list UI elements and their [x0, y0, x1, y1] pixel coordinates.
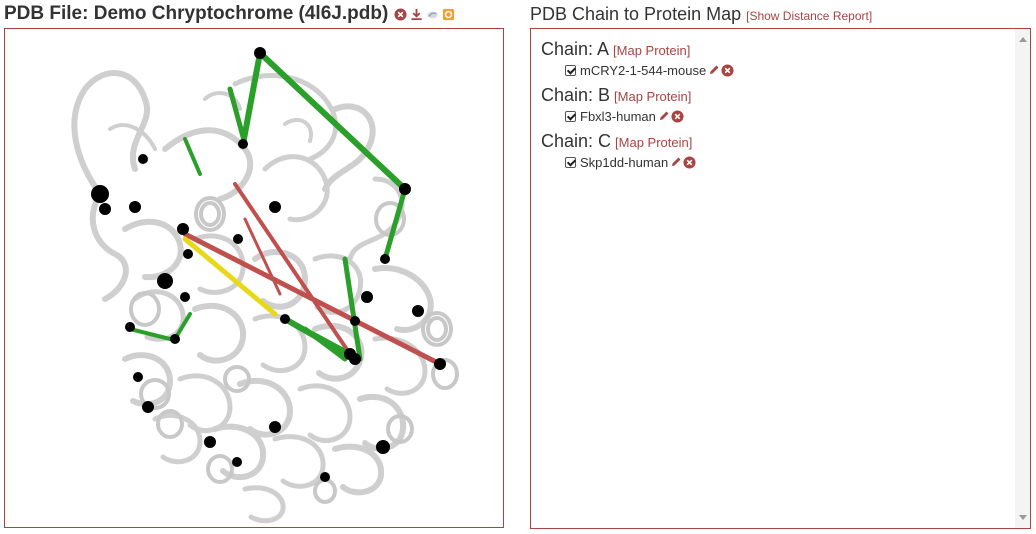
crosslink-red [233, 182, 352, 356]
chain-list: Chain: A [Map Protein] mCRY2-1-544-mouse… [541, 39, 734, 177]
remove-icon[interactable] [394, 7, 407, 21]
download-icon[interactable] [410, 8, 423, 21]
remove-icon[interactable] [671, 109, 684, 123]
scroll-down-icon[interactable] [1019, 515, 1027, 520]
pdb-file-title-bar: PDB File: Demo Chryptochrome (4l6J.pdb) [4, 3, 455, 25]
chain-label: Chain: B [541, 85, 611, 105]
settings-icon[interactable] [442, 8, 455, 21]
remove-icon[interactable] [721, 63, 734, 77]
protein-name: mCRY2-1-544-mouse [580, 62, 707, 78]
map-protein-link[interactable]: [Map Protein] [613, 43, 691, 58]
crosslink-red [243, 217, 282, 296]
chain-item: Chain: A [Map Protein] mCRY2-1-544-mouse [541, 39, 734, 79]
protein-helices [129, 196, 459, 504]
crosslink-yellow [182, 236, 278, 317]
edit-icon[interactable] [670, 156, 682, 168]
chain-map-title: PDB Chain to Protein Map [530, 4, 742, 24]
title-icons [394, 7, 455, 21]
chain-label: Chain: C [541, 131, 612, 151]
protein-name: Fbxl3-human [580, 108, 656, 124]
protein-name: Skp1dd-human [580, 154, 669, 170]
crosslink-residues [91, 47, 446, 482]
crosslink-green [183, 137, 202, 176]
chain-label: Chain: A [541, 39, 610, 59]
chain-item: Chain: C [Map Protein] Skp1dd-human [541, 131, 734, 171]
crosslink-green [240, 50, 263, 147]
scroll-up-icon[interactable] [1019, 37, 1027, 42]
crosslink-green [342, 256, 363, 362]
view-icon[interactable] [426, 8, 439, 21]
show-distance-report-link[interactable]: [Show Distance Report] [746, 9, 873, 23]
crosslink-green [382, 186, 408, 262]
protein-checkbox[interactable] [565, 64, 576, 76]
pdb-file-title: PDB File: Demo Chryptochrome (4l6J.pdb) [4, 3, 389, 24]
protein-structure-canvas[interactable] [5, 29, 503, 527]
crosslink-green [128, 327, 172, 341]
chain-item: Chain: B [Map Protein] Fbxl3-human [541, 85, 734, 125]
vertical-scrollbar[interactable] [1015, 29, 1030, 528]
protein-row: mCRY2-1-544-mouse [565, 61, 734, 79]
crosslink-green [227, 86, 248, 147]
map-protein-link[interactable]: [Map Protein] [614, 89, 692, 104]
protein-checkbox[interactable] [565, 156, 576, 168]
crosslink-green [257, 50, 408, 192]
chain-map-panel: Chain: A [Map Protein] mCRY2-1-544-mouse… [530, 28, 1031, 529]
edit-icon[interactable] [708, 64, 720, 76]
chain-map-title-bar: PDB Chain to Protein Map [Show Distance … [530, 4, 872, 24]
remove-icon[interactable] [683, 155, 696, 169]
crosslink-green [302, 326, 348, 362]
protein-checkbox[interactable] [565, 110, 576, 122]
crosslinks [128, 50, 443, 367]
map-protein-link[interactable]: [Map Protein] [615, 135, 693, 150]
protein-row: Fbxl3-human [565, 107, 734, 125]
structure-viewer[interactable] [4, 28, 504, 528]
edit-icon[interactable] [658, 110, 670, 122]
protein-row: Skp1dd-human [565, 153, 734, 171]
